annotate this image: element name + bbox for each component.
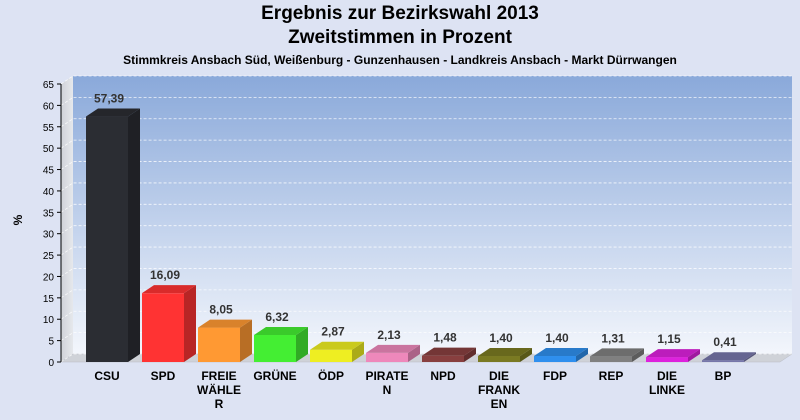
bar-csu [86, 108, 140, 362]
bar-side [464, 347, 476, 362]
y-axis-label: % [11, 214, 25, 225]
x-tick-label: N [383, 383, 392, 397]
data-label: 2,87 [321, 325, 345, 339]
y-tick-label: 60 [43, 101, 55, 112]
chart-caption: Stimmkreis Ansbach Süd, Weißenburg - Gun… [123, 53, 677, 67]
y-tick-label: 65 [43, 80, 55, 91]
x-tick-label: FDP [543, 369, 567, 383]
x-tick-label: PIRATE [365, 369, 408, 383]
x-tick-label: REP [599, 369, 624, 383]
x-tick-label: FREIE [201, 369, 236, 383]
y-tick-label: 5 [48, 337, 54, 348]
bar-front [590, 356, 632, 362]
bar-dielinke [646, 349, 700, 362]
bar-top [590, 348, 644, 357]
bar-freiewähler [198, 319, 252, 362]
bar-rep [590, 348, 644, 362]
data-label: 1,31 [601, 331, 625, 345]
y-tick-label: 30 [43, 230, 55, 241]
data-label: 8,05 [209, 303, 233, 317]
data-label: 2,13 [377, 328, 401, 342]
x-tick-label: BP [715, 369, 732, 383]
bar-front [310, 349, 352, 362]
bar-top [534, 348, 588, 357]
y-tick-label: 20 [43, 272, 55, 283]
x-tick-label: FRANK [478, 383, 520, 397]
y-tick-label: 50 [43, 144, 55, 155]
x-tick-label: NPD [430, 369, 456, 383]
bar-ödp [310, 341, 364, 362]
bar-bp [702, 352, 756, 362]
bar-front [198, 327, 240, 362]
x-tick-label: SPD [151, 369, 176, 383]
bar-top [702, 352, 756, 361]
side-wall [61, 76, 73, 362]
data-label: 57,39 [94, 92, 124, 106]
bar-front [534, 356, 576, 362]
x-tick-label: CSU [94, 369, 119, 383]
bar-front [478, 356, 520, 362]
x-tick-label: DIE [489, 369, 509, 383]
x-tick-label: WÄHLE [197, 382, 241, 397]
bar-npd [422, 347, 476, 362]
bar-side [520, 348, 532, 362]
bar-front [142, 293, 184, 362]
bar-diefranken [478, 348, 532, 362]
x-tick-label: DIE [657, 369, 677, 383]
bar-side [576, 348, 588, 362]
bar-front [646, 357, 688, 362]
bar-piraten [366, 344, 420, 362]
bar-top [310, 341, 364, 350]
x-tick-label: R [215, 397, 224, 411]
bar-side [184, 285, 196, 362]
bar-grüne [254, 326, 308, 362]
bar-front [254, 334, 296, 362]
y-tick-label: 15 [43, 294, 55, 305]
bar-top [86, 108, 140, 117]
bar-side [352, 341, 364, 362]
bar-spd [142, 285, 196, 362]
y-tick-label: 55 [43, 123, 55, 134]
bar-top [366, 344, 420, 353]
data-label: 1,40 [489, 331, 513, 345]
bar-side [688, 349, 700, 362]
bar-side [744, 352, 756, 362]
y-tick-label: 10 [43, 315, 55, 326]
x-tick-label: EN [491, 397, 508, 411]
bar-top [478, 348, 532, 357]
y-tick-label: 40 [43, 187, 55, 198]
data-label: 1,48 [433, 331, 457, 345]
x-tick-label: LINKE [649, 383, 685, 397]
bar-front [702, 360, 744, 362]
bar-front [422, 355, 464, 362]
bar-top [198, 319, 252, 328]
data-label: 0,41 [713, 335, 737, 349]
bar-fdp [534, 348, 588, 362]
bar-side [408, 344, 420, 362]
bar-front [366, 352, 408, 362]
bar-front [86, 116, 128, 362]
y-tick-label: 35 [43, 208, 55, 219]
bar-side [240, 319, 252, 362]
bar-top [422, 347, 476, 356]
x-tick-label: ÖDP [318, 368, 344, 383]
y-tick-label: 0 [48, 358, 54, 369]
bar-side [128, 108, 140, 362]
chart-subtitle: Zweitstimmen in Prozent [288, 27, 512, 48]
chart-title: Ergebnis zur Bezirkswahl 2013 [261, 3, 539, 24]
y-tick-label: 45 [43, 166, 55, 177]
bar-top [254, 326, 308, 335]
data-label: 1,40 [545, 331, 569, 345]
bar-side [632, 348, 644, 362]
bar-top [646, 349, 700, 358]
y-tick-label: 25 [43, 251, 55, 262]
bar-side [296, 326, 308, 362]
bar-top [142, 285, 196, 294]
data-label: 16,09 [150, 268, 180, 282]
x-tick-label: GRÜNE [253, 368, 296, 383]
data-label: 1,15 [657, 332, 681, 346]
data-label: 6,32 [265, 310, 289, 324]
